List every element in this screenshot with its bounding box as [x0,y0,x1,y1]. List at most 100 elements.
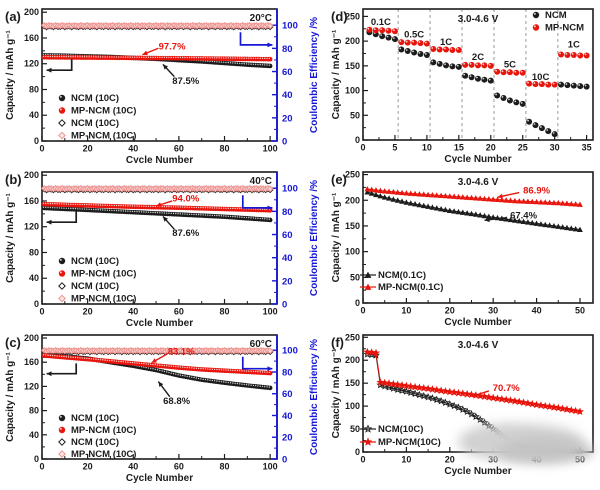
svg-text:0: 0 [39,462,44,472]
svg-text:Coulombic Efficiency /%: Coulombic Efficiency /% [309,339,320,455]
svg-text:100: 100 [345,401,360,411]
svg-text:40: 40 [532,455,542,465]
svg-text:(a): (a) [5,9,21,24]
svg-text:30: 30 [550,143,560,153]
svg-text:120: 120 [24,59,39,69]
svg-text:97.7%: 97.7% [159,41,186,52]
svg-text:Capacity / mAh g⁻¹: Capacity / mAh g⁻¹ [5,29,16,119]
svg-text:160: 160 [24,33,39,43]
svg-text:0: 0 [34,136,39,146]
svg-text:250: 250 [345,170,360,180]
svg-text:1C: 1C [568,40,580,51]
panel-d-rate-capability: 0 5 10 15 20 25 30 35 0 50 100 150 200 250 0.1C 0.5C 1C 2… [330,0,600,168]
svg-text:30: 30 [488,455,498,465]
svg-text:(e): (e) [331,172,347,187]
svg-text:10: 10 [422,143,432,153]
svg-text:60: 60 [174,307,184,317]
svg-text:3.0-4.6 V: 3.0-4.6 V [458,340,499,351]
svg-text:60: 60 [282,230,293,241]
svg-text:50: 50 [350,110,360,120]
svg-text:40°C: 40°C [250,176,272,187]
svg-text:MP-NCM (10C): MP-NCM (10C) [71,294,136,305]
svg-text:NCM(0.1C): NCM(0.1C) [378,270,426,281]
svg-text:10: 10 [401,306,411,316]
svg-text:200: 200 [345,36,360,46]
svg-text:50: 50 [575,455,585,465]
svg-text:NCM (10C): NCM (10C) [71,256,119,267]
svg-text:40: 40 [282,253,293,264]
svg-text:Capacity / mAh g⁻¹: Capacity / mAh g⁻¹ [331,348,342,438]
svg-text:0: 0 [355,298,360,308]
svg-text:5C: 5C [504,59,516,70]
svg-text:80: 80 [220,144,230,154]
svg-text:40: 40 [29,110,39,120]
svg-text:0: 0 [355,447,360,457]
svg-text:67.4%: 67.4% [510,211,537,222]
svg-text:0: 0 [360,455,365,465]
svg-text:MP-NCM (10C): MP-NCM (10C) [71,106,136,117]
svg-text:100: 100 [263,307,278,317]
svg-text:60: 60 [282,389,293,400]
svg-text:3.0-4.6 V: 3.0-4.6 V [458,14,499,25]
svg-text:15: 15 [454,143,464,153]
svg-text:80: 80 [282,367,293,378]
svg-text:50: 50 [350,272,360,282]
svg-text:0: 0 [360,306,365,316]
svg-text:1C: 1C [440,37,452,48]
svg-text:MP-NCM (10C): MP-NCM (10C) [71,131,136,142]
svg-text:NCM (10C): NCM (10C) [71,281,119,292]
svg-text:40: 40 [29,273,39,283]
svg-text:40: 40 [282,90,293,101]
svg-text:100: 100 [345,247,360,257]
svg-text:160: 160 [24,196,39,206]
svg-text:40: 40 [29,430,39,440]
svg-text:40: 40 [282,411,293,422]
svg-text:200: 200 [24,170,39,180]
svg-text:Capacity / mAh g⁻¹: Capacity / mAh g⁻¹ [5,192,16,282]
svg-text:NCM (10C): NCM (10C) [71,437,119,448]
svg-text:MP-NCM(0.1C): MP-NCM(0.1C) [378,282,443,293]
svg-text:MP-NCM (10C): MP-NCM (10C) [71,425,136,436]
svg-text:Cycle Number: Cycle Number [444,154,511,163]
svg-text:20: 20 [83,144,93,154]
svg-text:0: 0 [355,135,360,145]
svg-text:50: 50 [575,306,585,316]
svg-text:80: 80 [29,84,39,94]
svg-text:0: 0 [34,454,39,464]
svg-text:70.7%: 70.7% [493,383,520,394]
svg-text:80: 80 [220,307,230,317]
svg-text:Cycle Number: Cycle Number [126,155,193,163]
svg-text:Capacity / mAh g⁻¹: Capacity / mAh g⁻¹ [5,351,16,441]
svg-text:0: 0 [282,455,287,466]
svg-text:Cycle Number: Cycle Number [444,317,511,326]
panel-c-cycling-60c: 0 20 40 60 80 100 0 40 80 120 160 200 0 20 40 60 80 100 83… [0,326,332,490]
svg-text:10C: 10C [532,72,550,83]
svg-text:(c): (c) [5,335,21,350]
svg-text:40: 40 [128,307,138,317]
svg-text:87.6%: 87.6% [172,228,199,239]
svg-text:100: 100 [282,346,298,357]
svg-text:0: 0 [282,137,287,148]
svg-text:94.0%: 94.0% [172,193,199,204]
svg-text:80: 80 [282,207,293,218]
svg-text:(b): (b) [5,172,22,187]
svg-text:Capacity / mAh g⁻¹: Capacity / mAh g⁻¹ [331,29,342,119]
svg-text:20: 20 [282,433,293,444]
svg-text:3.0-4.6 V: 3.0-4.6 V [458,177,499,188]
svg-text:20: 20 [486,143,496,153]
svg-text:NCM(10C): NCM(10C) [378,424,423,435]
svg-text:Cycle Number: Cycle Number [126,473,193,484]
svg-text:MP-NCM: MP-NCM [545,23,584,34]
svg-text:80: 80 [220,462,230,472]
svg-text:2C: 2C [472,52,484,63]
svg-text:NCM (10C): NCM (10C) [71,93,119,104]
svg-text:86.9%: 86.9% [523,185,550,196]
svg-text:NCM (10C): NCM (10C) [71,413,119,424]
svg-text:5: 5 [392,143,397,153]
svg-text:0: 0 [360,143,365,153]
svg-text:100: 100 [282,21,298,32]
panel-e-cycling-01c: 0 10 20 30 40 50 0 50 100 150 200 250 86.9% 67.4% NCM(… [330,163,600,331]
svg-text:Coulombic Efficiency /%: Coulombic Efficiency /% [309,17,320,133]
svg-text:20°C: 20°C [250,13,272,24]
